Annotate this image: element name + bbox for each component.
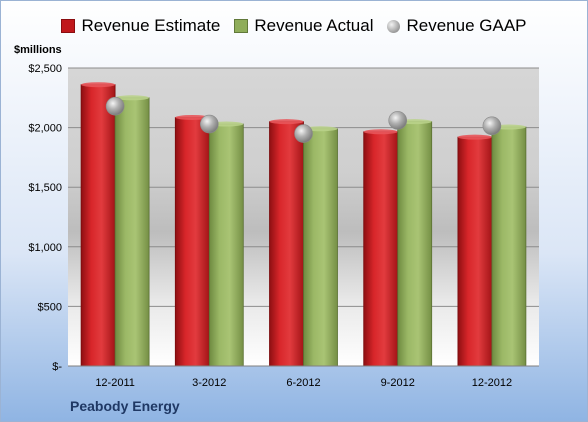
y-axis-unit-label: $millions <box>14 44 62 56</box>
legend-label-actual: Revenue Actual <box>254 16 374 35</box>
bar-estimate <box>174 117 210 367</box>
y-tick-label: $2,500 <box>28 63 62 75</box>
bar-estimate <box>457 136 493 367</box>
y-tick-label: $500 <box>38 301 62 313</box>
bar-estimate <box>363 131 399 367</box>
bar-actual-top <box>115 95 150 101</box>
bar-actual <box>208 123 244 367</box>
bar-layer <box>80 82 527 367</box>
gaap-marker <box>294 124 313 143</box>
legend-item-actual: Revenue Actual <box>234 16 373 36</box>
legend-label-gaap: Revenue GAAP <box>406 16 527 35</box>
x-tick-layer: 12-2011 3-2012 6-2012 9-2012 12-2012 <box>95 377 512 389</box>
gaap-marker <box>105 96 125 116</box>
bar-actual <box>397 121 433 367</box>
gaap-marker <box>388 111 408 130</box>
gaap-marker <box>482 116 502 136</box>
x-tick-label: 12-2012 <box>472 377 512 389</box>
bar-actual <box>303 128 338 367</box>
bar-estimate-top <box>269 119 304 125</box>
gaap-marker <box>200 114 219 134</box>
bar-estimate-top <box>363 129 398 135</box>
x-tick-label: 3-2012 <box>192 377 226 389</box>
bar-estimate <box>269 121 304 367</box>
y-tick-label: $2,000 <box>28 123 62 135</box>
legend-item-estimate: Revenue Estimate <box>61 16 220 36</box>
y-tick-label: $1,500 <box>28 182 62 194</box>
x-tick-label: 9-2012 <box>381 377 415 389</box>
x-tick-label: 6-2012 <box>286 377 320 389</box>
legend-label-estimate: Revenue Estimate <box>81 16 221 35</box>
legend-item-gaap: Revenue GAAP <box>387 16 527 36</box>
legend-swatch-actual <box>234 19 249 33</box>
bar-estimate-top <box>81 82 116 88</box>
bar-estimate-top <box>457 134 492 140</box>
legend-swatch-estimate <box>61 19 76 33</box>
gaap-layer <box>105 96 502 143</box>
legend: Revenue Estimate Revenue Actual Revenue … <box>0 16 588 36</box>
y-tick-label: $1,000 <box>28 242 62 254</box>
bar-estimate-top <box>175 114 210 120</box>
y-tick-layer: $- $500 $1,000 $1,500 $2,000 $2,500 <box>28 63 62 373</box>
y-tick-label: $- <box>52 361 62 373</box>
legend-swatch-gaap <box>387 19 401 33</box>
company-name: Peabody Energy <box>70 398 180 414</box>
bar-estimate <box>80 84 116 367</box>
bar-actual <box>114 97 150 367</box>
x-tick-label: 12-2011 <box>95 377 135 389</box>
bar-actual <box>491 126 527 367</box>
